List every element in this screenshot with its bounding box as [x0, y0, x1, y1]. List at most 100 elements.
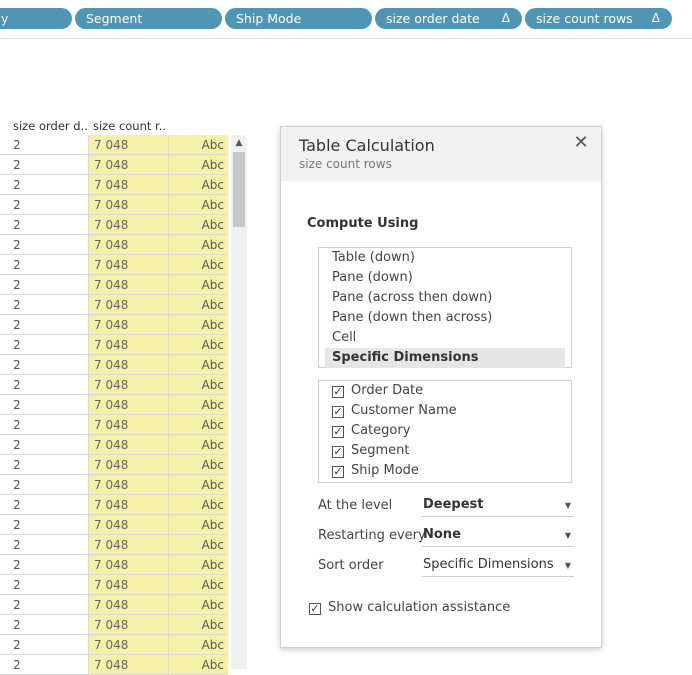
dimension-item[interactable]: ✓ Category	[332, 421, 410, 441]
column-header-size-order-date[interactable]: size order d..	[13, 119, 88, 133]
table-row[interactable]: 2 7 048 Abc	[0, 435, 228, 455]
compute-option[interactable]: Pane (across then down)	[332, 290, 493, 305]
vertical-scrollbar[interactable]: ▲	[231, 135, 247, 669]
pill-category[interactable]: y	[0, 8, 72, 29]
pill-label: Ship Mode	[236, 11, 302, 26]
size-count-rows-cell: 7 048	[88, 155, 168, 174]
checkbox[interactable]: ✓	[332, 385, 344, 398]
table-row[interactable]: 2 7 048 Abc	[0, 575, 228, 595]
table-row[interactable]: 2 7 048 Abc	[0, 315, 228, 335]
size-count-rows-cell: 7 048	[88, 235, 168, 254]
table-row[interactable]: 2 7 048 Abc	[0, 195, 228, 215]
table-row[interactable]: 2 7 048 Abc	[0, 175, 228, 195]
size-order-date-cell: 2	[13, 598, 21, 612]
dimension-label: Order Date	[351, 383, 424, 398]
at-the-level-label: At the level	[318, 498, 393, 513]
size-order-date-cell: 2	[13, 398, 21, 412]
show-calculation-assistance[interactable]: ✓ Show calculation assistance	[309, 600, 510, 615]
size-order-date-cell: 2	[13, 638, 21, 652]
abc-cell: Abc	[168, 495, 228, 514]
size-order-date-cell: 2	[13, 198, 21, 212]
compute-option[interactable]: Pane (down then across)	[332, 310, 493, 325]
checkbox[interactable]: ✓	[332, 465, 344, 478]
scroll-thumb[interactable]	[233, 152, 245, 227]
dimension-item[interactable]: ✓ Segment	[332, 441, 410, 461]
sort-order-dropdown[interactable]: Specific Dimensions ▼	[422, 555, 574, 577]
size-order-date-cell: 2	[13, 418, 21, 432]
abc-cell: Abc	[168, 455, 228, 474]
checkbox[interactable]: ✓	[332, 425, 344, 438]
table-row[interactable]: 2 7 048 Abc	[0, 475, 228, 495]
size-order-date-cell: 2	[13, 218, 21, 232]
column-header-size-count-rows[interactable]: size count r..	[93, 119, 167, 133]
checkbox[interactable]: ✓	[309, 602, 321, 615]
compute-option[interactable]: Pane (down)	[332, 270, 413, 285]
table-row[interactable]: 2 7 048 Abc	[0, 535, 228, 555]
at-the-level-dropdown[interactable]: Deepest ▼	[422, 495, 574, 517]
table-row[interactable]: 2 7 048 Abc	[0, 455, 228, 475]
size-count-rows-cell: 7 048	[88, 495, 168, 514]
compute-using-label: Compute Using	[307, 216, 419, 231]
abc-cell: Abc	[168, 635, 228, 654]
table-row[interactable]: 2 7 048 Abc	[0, 155, 228, 175]
abc-cell: Abc	[168, 275, 228, 294]
size-count-rows-cell: 7 048	[88, 615, 168, 634]
abc-cell: Abc	[168, 335, 228, 354]
table-row[interactable]: 2 7 048 Abc	[0, 635, 228, 655]
compute-option[interactable]: Specific Dimensions	[325, 348, 565, 368]
table-row[interactable]: 2 7 048 Abc	[0, 135, 228, 155]
abc-cell: Abc	[168, 435, 228, 454]
close-icon[interactable]: ✕	[573, 132, 589, 153]
size-count-rows-cell: 7 048	[88, 635, 168, 654]
table-row[interactable]: 2 7 048 Abc	[0, 495, 228, 515]
assistance-label: Show calculation assistance	[328, 600, 511, 615]
pill-ship-mode[interactable]: Ship Mode	[225, 8, 372, 29]
table-row[interactable]: 2 7 048 Abc	[0, 555, 228, 575]
pill-label: size order date	[386, 11, 480, 26]
size-count-rows-cell: 7 048	[88, 375, 168, 394]
table-row[interactable]: 2 7 048 Abc	[0, 295, 228, 315]
compute-option[interactable]: Cell	[332, 330, 357, 345]
size-count-rows-cell: 7 048	[88, 595, 168, 614]
table-row[interactable]: 2 7 048 Abc	[0, 595, 228, 615]
abc-cell: Abc	[168, 255, 228, 274]
table-row[interactable]: 2 7 048 Abc	[0, 415, 228, 435]
size-order-date-cell: 2	[13, 358, 21, 372]
dimension-item[interactable]: ✓ Order Date	[332, 381, 423, 401]
dimension-item[interactable]: ✓ Customer Name	[332, 401, 457, 421]
pill-segment[interactable]: Segment	[75, 8, 222, 29]
table-row[interactable]: 2 7 048 Abc	[0, 255, 228, 275]
table-row[interactable]: 2 7 048 Abc	[0, 235, 228, 255]
table-row[interactable]: 2 7 048 Abc	[0, 355, 228, 375]
dimension-item[interactable]: ✓ Ship Mode	[332, 461, 419, 481]
checkbox[interactable]: ✓	[332, 405, 344, 418]
size-order-date-cell: 2	[13, 338, 21, 352]
restarting-every-dropdown[interactable]: None ▼	[422, 525, 574, 547]
pill-size-order-date[interactable]: size order date Δ	[375, 8, 522, 29]
size-count-rows-cell: 7 048	[88, 415, 168, 434]
pill-size-count-rows[interactable]: size count rows Δ	[525, 8, 672, 29]
chevron-down-icon: ▼	[564, 561, 571, 570]
table-row[interactable]: 2 7 048 Abc	[0, 215, 228, 235]
table-row[interactable]: 2 7 048 Abc	[0, 515, 228, 535]
table-row[interactable]: 2 7 048 Abc	[0, 375, 228, 395]
columns-shelf: y Segment Ship Mode size order date Δ si…	[0, 0, 692, 39]
table-row[interactable]: 2 7 048 Abc	[0, 275, 228, 295]
size-order-date-cell: 2	[13, 258, 21, 272]
checkbox[interactable]: ✓	[332, 445, 344, 458]
abc-cell: Abc	[168, 315, 228, 334]
table-row[interactable]: 2 7 048 Abc	[0, 655, 228, 675]
scroll-up-icon[interactable]: ▲	[235, 138, 243, 148]
size-count-rows-cell: 7 048	[88, 395, 168, 414]
size-order-date-cell: 2	[13, 558, 21, 572]
size-order-date-cell: 2	[13, 538, 21, 552]
abc-cell: Abc	[168, 135, 228, 154]
compute-option[interactable]: Table (down)	[332, 250, 415, 265]
pill-label: Segment	[86, 11, 143, 26]
table-row[interactable]: 2 7 048 Abc	[0, 335, 228, 355]
sort-order-label: Sort order	[318, 558, 384, 573]
table-row[interactable]: 2 7 048 Abc	[0, 615, 228, 635]
size-order-date-cell: 2	[13, 238, 21, 252]
table-row[interactable]: 2 7 048 Abc	[0, 395, 228, 415]
